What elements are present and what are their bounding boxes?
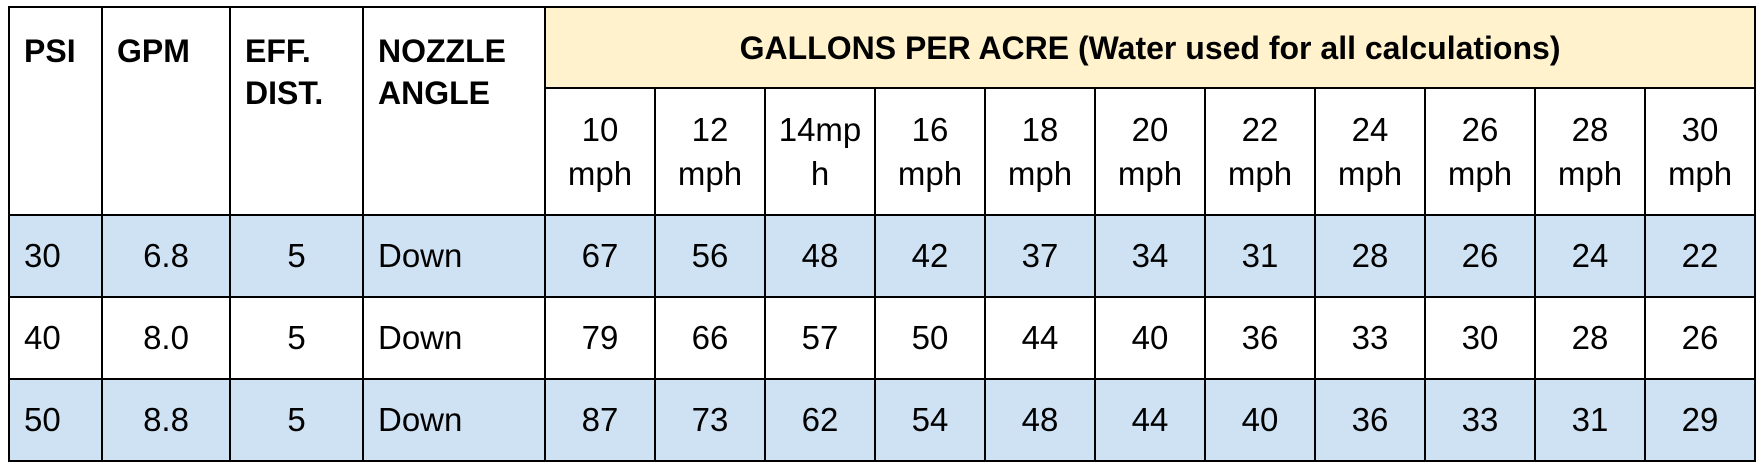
table-cell: 62 — [764, 378, 876, 462]
table-cell: 48 — [764, 214, 876, 298]
speed-header: 10 mph — [544, 87, 656, 216]
table-cell: 30 — [8, 214, 103, 298]
speed-header: 20 mph — [1094, 87, 1206, 216]
table-cell: 5 — [229, 378, 364, 462]
speed-header: 16 mph — [874, 87, 986, 216]
table-cell: 54 — [874, 378, 986, 462]
table-cell: 66 — [654, 296, 766, 380]
table-cell: 26 — [1424, 214, 1536, 298]
table-cell: 79 — [544, 296, 656, 380]
column-header: PSI — [8, 6, 103, 216]
table-cell: 73 — [654, 378, 766, 462]
column-header: EFF. DIST. — [229, 6, 364, 216]
table-cell: 24 — [1534, 214, 1646, 298]
gallons-table: PSI GPM EFF. DIST. NOZZLE ANGLE GALLONS PER … — [8, 6, 1757, 462]
table-cell: 50 — [8, 378, 103, 462]
table-cell: Down — [362, 214, 546, 298]
table-cell: 30 — [1424, 296, 1536, 380]
table-cell: 44 — [1094, 378, 1206, 462]
table-cell: 34 — [1094, 214, 1206, 298]
table-cell: 33 — [1424, 378, 1536, 462]
table-cell: 87 — [544, 378, 656, 462]
speed-header: 28 mph — [1534, 87, 1646, 216]
table-cell: 29 — [1643, 378, 1757, 462]
table-cell: 50 — [874, 296, 986, 380]
table-cell: 56 — [654, 214, 766, 298]
table-row: 10 mph 12 mph 14mph 16 mph 18 mph 20 mph 22 mp… — [9, 87, 1757, 216]
table-cell: 22 — [1643, 214, 1757, 298]
table-row: 40 8.0 5 Down 79 66 57 50 44 40 36 33 30 28 26 — [8, 296, 1757, 380]
table-cell: 48 — [984, 378, 1096, 462]
table-cell: 26 — [1643, 296, 1757, 380]
table-cell: 31 — [1534, 378, 1646, 462]
table-cell: 42 — [874, 214, 986, 298]
table-cell: 31 — [1204, 214, 1316, 298]
column-header: NOZZLE ANGLE — [362, 6, 546, 216]
table-cell: 5 — [229, 214, 364, 298]
table-cell: 40 — [1094, 296, 1206, 380]
table-cell: 8.8 — [101, 378, 231, 462]
speed-header: 12 mph — [654, 87, 766, 216]
table-cell: 8.0 — [101, 296, 231, 380]
speed-header: 24 mph — [1314, 87, 1426, 216]
table-cell: Down — [362, 296, 546, 380]
speed-header: 18 mph — [984, 87, 1096, 216]
speed-header: 22 mph — [1204, 87, 1316, 216]
speed-header: 14mph — [764, 87, 876, 216]
table-cell: 67 — [544, 214, 656, 298]
table-cell: 5 — [229, 296, 364, 380]
table-cell: 36 — [1204, 296, 1316, 380]
table-cell: 40 — [8, 296, 103, 380]
table-row: PSI GPM EFF. DIST. NOZZLE ANGLE GALLONS PER … — [8, 6, 1757, 216]
table-cell: 6.8 — [101, 214, 231, 298]
table-cell: 28 — [1314, 214, 1426, 298]
speed-header: 26 mph — [1424, 87, 1536, 216]
table-cell: 40 — [1204, 378, 1316, 462]
group-header: GALLONS PER ACRE (Water used for all cal… — [543, 6, 1757, 89]
table-cell: Down — [362, 378, 546, 462]
speed-header: 30 mph — [1643, 87, 1757, 216]
table-cell: 28 — [1534, 296, 1646, 380]
table-row: 50 8.8 5 Down 87 73 62 54 48 44 40 36 33 31 29 — [8, 378, 1757, 462]
table-cell: 36 — [1314, 378, 1426, 462]
column-header: GPM — [101, 6, 231, 216]
table-cell: 37 — [984, 214, 1096, 298]
table-row: 30 6.8 5 Down 67 56 48 42 37 34 31 28 26 24 22 — [8, 214, 1757, 298]
table-cell: 57 — [764, 296, 876, 380]
table-cell: 44 — [984, 296, 1096, 380]
table-cell: 33 — [1314, 296, 1426, 380]
